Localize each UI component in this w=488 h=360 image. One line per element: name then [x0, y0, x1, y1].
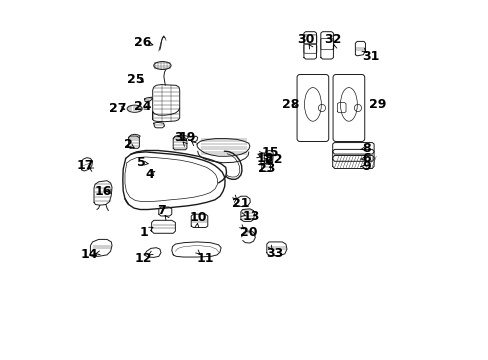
Text: 25: 25 — [127, 73, 144, 86]
Text: 18: 18 — [256, 152, 273, 165]
Text: 5: 5 — [137, 156, 145, 169]
Text: 6: 6 — [362, 152, 370, 165]
Text: 10: 10 — [189, 211, 207, 224]
Text: 11: 11 — [196, 252, 213, 265]
Text: 19: 19 — [178, 131, 195, 144]
Text: 30: 30 — [296, 33, 314, 46]
Text: 24: 24 — [134, 100, 151, 113]
Text: 8: 8 — [362, 142, 370, 155]
Text: 14: 14 — [81, 248, 98, 261]
Text: 29: 29 — [368, 98, 386, 111]
Text: 13: 13 — [242, 210, 259, 223]
Text: 20: 20 — [240, 226, 257, 239]
Text: 1: 1 — [139, 226, 148, 239]
Text: 16: 16 — [94, 185, 111, 198]
Text: 3: 3 — [174, 131, 183, 144]
Text: 32: 32 — [324, 33, 341, 46]
Text: 28: 28 — [281, 98, 299, 111]
Text: 9: 9 — [362, 160, 370, 173]
Text: 22: 22 — [264, 153, 282, 166]
Text: 33: 33 — [266, 247, 283, 260]
Text: 27: 27 — [109, 102, 126, 114]
Text: 26: 26 — [134, 36, 151, 49]
Text: 12: 12 — [134, 252, 151, 265]
Text: 31: 31 — [362, 50, 379, 63]
Text: 15: 15 — [261, 146, 279, 159]
Text: 7: 7 — [157, 204, 165, 217]
Text: 2: 2 — [124, 138, 133, 150]
Text: 4: 4 — [145, 168, 154, 181]
Text: 21: 21 — [232, 197, 249, 210]
Text: 17: 17 — [77, 159, 94, 172]
Text: 23: 23 — [258, 162, 275, 175]
